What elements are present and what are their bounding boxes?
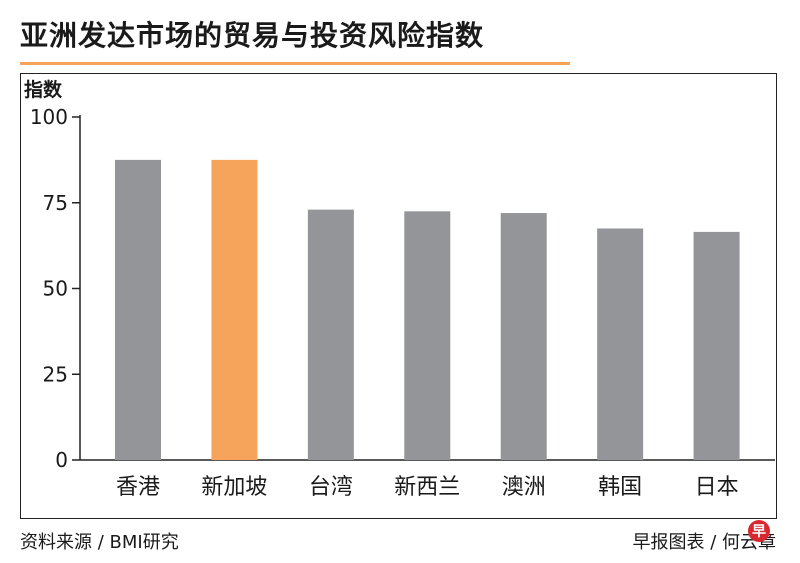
y-axis-label: 指数 xyxy=(24,78,63,101)
bar-4 xyxy=(500,213,547,460)
bar-1 xyxy=(211,159,258,460)
x-tick-label: 台湾 xyxy=(309,475,353,500)
chart-title: 亚洲发达市场的贸易与投资风险指数 xyxy=(20,19,485,52)
logo-text: 早 xyxy=(752,524,766,540)
title-underline xyxy=(20,62,570,65)
bar-2 xyxy=(307,209,354,460)
bar-6 xyxy=(693,231,740,460)
y-tick-label: 75 xyxy=(43,191,68,215)
y-tick-label: 100 xyxy=(30,105,68,129)
source-note: 资料来源 / BMI研究 xyxy=(20,532,179,553)
y-tick-label: 50 xyxy=(43,277,68,301)
bar-5 xyxy=(597,228,644,460)
bar-3 xyxy=(404,211,451,460)
y-tick-label: 25 xyxy=(43,362,68,386)
publisher-logo: 早 xyxy=(748,520,770,542)
x-tick-label: 澳洲 xyxy=(502,475,546,500)
credit-note: 早报图表 / 何云章 xyxy=(632,532,776,553)
x-tick-label: 新西兰 xyxy=(394,475,460,500)
chart-frame xyxy=(20,73,777,519)
y-tick-label: 0 xyxy=(55,448,68,472)
x-tick-label: 香港 xyxy=(116,475,160,500)
x-tick-label: 韩国 xyxy=(598,475,642,500)
bar-0 xyxy=(115,159,161,460)
x-tick-label: 日本 xyxy=(695,475,739,500)
x-tick-label: 新加坡 xyxy=(201,475,267,500)
